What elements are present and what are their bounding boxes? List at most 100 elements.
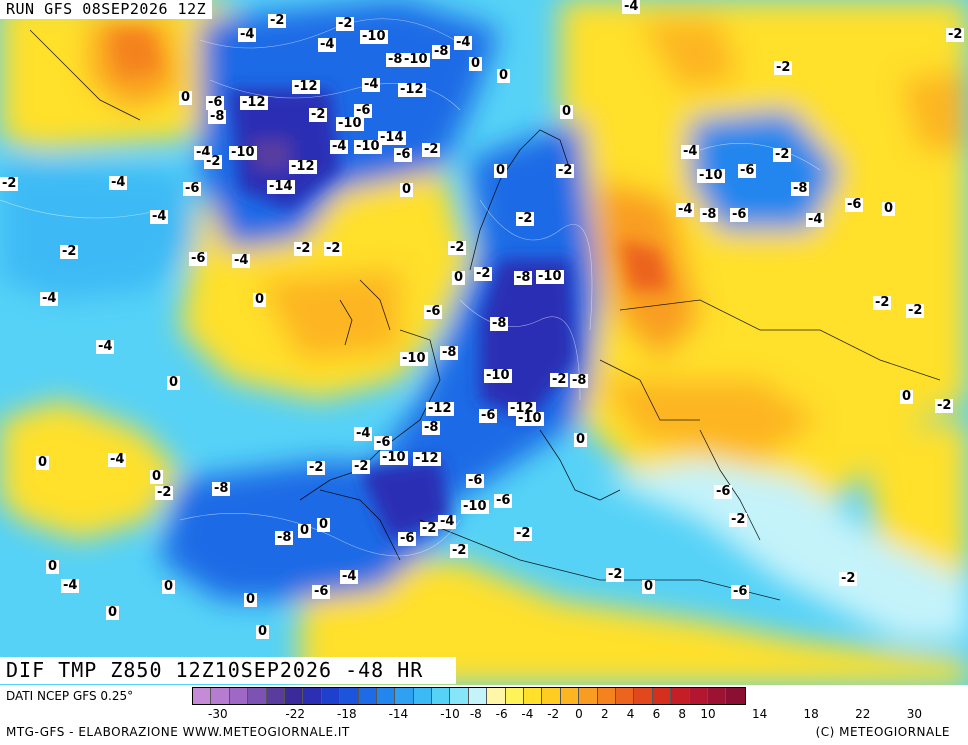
contour-label: -12 <box>289 159 317 174</box>
contour-label: 0 <box>46 559 60 574</box>
scale-tick-label: -8 <box>469 707 482 721</box>
scale-swatch <box>524 688 543 704</box>
contour-label: -2 <box>450 543 469 558</box>
credit-text: MTG-GFS - ELABORAZIONE WWW.METEOGIORNALE… <box>6 725 350 739</box>
contour-label: -8 <box>490 316 509 331</box>
contour-label: -6 <box>183 181 202 196</box>
scale-swatch <box>376 688 396 704</box>
contour-label: -14 <box>267 179 295 194</box>
contour-label: 0 <box>900 389 914 404</box>
scale-swatch <box>340 688 359 704</box>
contour-label: -4 <box>681 144 700 159</box>
contour-label: -8 <box>422 420 441 435</box>
contour-label: -4 <box>362 77 381 92</box>
contour-label: -10 <box>354 139 382 154</box>
contour-label: -10 <box>400 351 428 366</box>
scale-tick-label: -4 <box>521 707 534 721</box>
contour-label: -2 <box>420 521 439 536</box>
contour-label: -4 <box>676 202 695 217</box>
contour-label: 0 <box>452 270 466 285</box>
contour-label: 0 <box>298 523 312 538</box>
contour-label: -6 <box>494 493 513 508</box>
contour-label: -6 <box>189 251 208 266</box>
scale-tick-label: -30 <box>207 707 228 721</box>
contour-label: 0 <box>882 201 896 216</box>
scale-tick-label: 2 <box>600 707 609 721</box>
contour-label: -12 <box>240 95 268 110</box>
contour-label: -2 <box>352 459 371 474</box>
contour-label: -4 <box>108 452 127 467</box>
contour-label: 0 <box>253 292 267 307</box>
scale-swatch <box>358 688 377 704</box>
scale-swatch <box>597 688 616 704</box>
contour-label: 0 <box>106 605 120 620</box>
scale-tick-label: 4 <box>626 707 635 721</box>
scale-tick-label: -2 <box>547 707 560 721</box>
scale-tick-label: 30 <box>906 707 923 721</box>
contour-label: -2 <box>514 526 533 541</box>
contour-label: -6 <box>479 408 498 423</box>
contour-label: -14 <box>378 130 406 145</box>
copyright-text: (C) METEOGIORNALE <box>815 725 950 739</box>
contour-label: -2 <box>839 571 858 586</box>
contour-label: 0 <box>162 579 176 594</box>
contour-label: -4 <box>340 569 359 584</box>
contour-label: -4 <box>318 37 337 52</box>
scale-swatch <box>395 688 414 704</box>
contour-label: -4 <box>96 339 115 354</box>
contour-label: 0 <box>400 182 414 197</box>
contour-label: -2 <box>307 460 326 475</box>
data-source: DATI NCEP GFS 0.25° <box>6 689 134 703</box>
contour-label: -6 <box>714 484 733 499</box>
contour-label: 0 <box>150 469 164 484</box>
contour-label: 0 <box>256 624 270 639</box>
contour-label: -2 <box>309 107 328 122</box>
contour-label: -12 <box>292 79 320 94</box>
scale-swatch <box>634 688 653 704</box>
contour-label: -6 <box>466 473 485 488</box>
scale-swatch <box>707 688 727 704</box>
scale-swatch <box>579 688 598 704</box>
scale-swatch <box>615 688 635 704</box>
scale-swatch <box>413 688 433 704</box>
contour-label: -8 <box>700 207 719 222</box>
contour-label: -4 <box>61 578 80 593</box>
contour-label: -10 <box>536 269 564 284</box>
contour-label: -8 <box>440 345 459 360</box>
contour-label: -2 <box>550 372 569 387</box>
map-area <box>0 0 968 685</box>
scale-tick-label: -14 <box>388 707 409 721</box>
contour-label: 0 <box>574 432 588 447</box>
contour-label: -6 <box>424 304 443 319</box>
scale-swatch <box>321 688 341 704</box>
contour-label: 0 <box>497 68 511 83</box>
contour-label: -10 <box>461 499 489 514</box>
contour-label: -6 <box>731 584 750 599</box>
contour-label: -10 <box>380 450 408 465</box>
scale-swatch <box>303 688 322 704</box>
scale-swatch <box>284 688 304 704</box>
scale-swatch <box>248 688 267 704</box>
scale-swatch <box>468 688 488 704</box>
scale-swatch <box>652 688 672 704</box>
contour-label: -2 <box>946 27 965 42</box>
contour-label: -8 <box>432 44 451 59</box>
contour-label: -6 <box>845 197 864 212</box>
temperature-anomaly-map <box>0 0 968 685</box>
contour-label: -2 <box>773 147 792 162</box>
contour-label: -2 <box>448 240 467 255</box>
contour-label: -2 <box>606 567 625 582</box>
contour-label: -8 <box>570 373 589 388</box>
contour-label: -4 <box>806 212 825 227</box>
contour-label: -6 <box>312 584 331 599</box>
contour-label: -6 <box>730 207 749 222</box>
contour-label: -6 <box>398 531 417 546</box>
scale-tick-label: -6 <box>495 707 508 721</box>
contour-label: -6 <box>394 147 413 162</box>
contour-label: -8 <box>514 270 533 285</box>
contour-label: -2 <box>906 303 925 318</box>
contour-label: -6 <box>354 103 373 118</box>
contour-label: -12 <box>426 401 454 416</box>
contour-label: -2 <box>873 295 892 310</box>
contour-label: -2 <box>336 16 355 31</box>
